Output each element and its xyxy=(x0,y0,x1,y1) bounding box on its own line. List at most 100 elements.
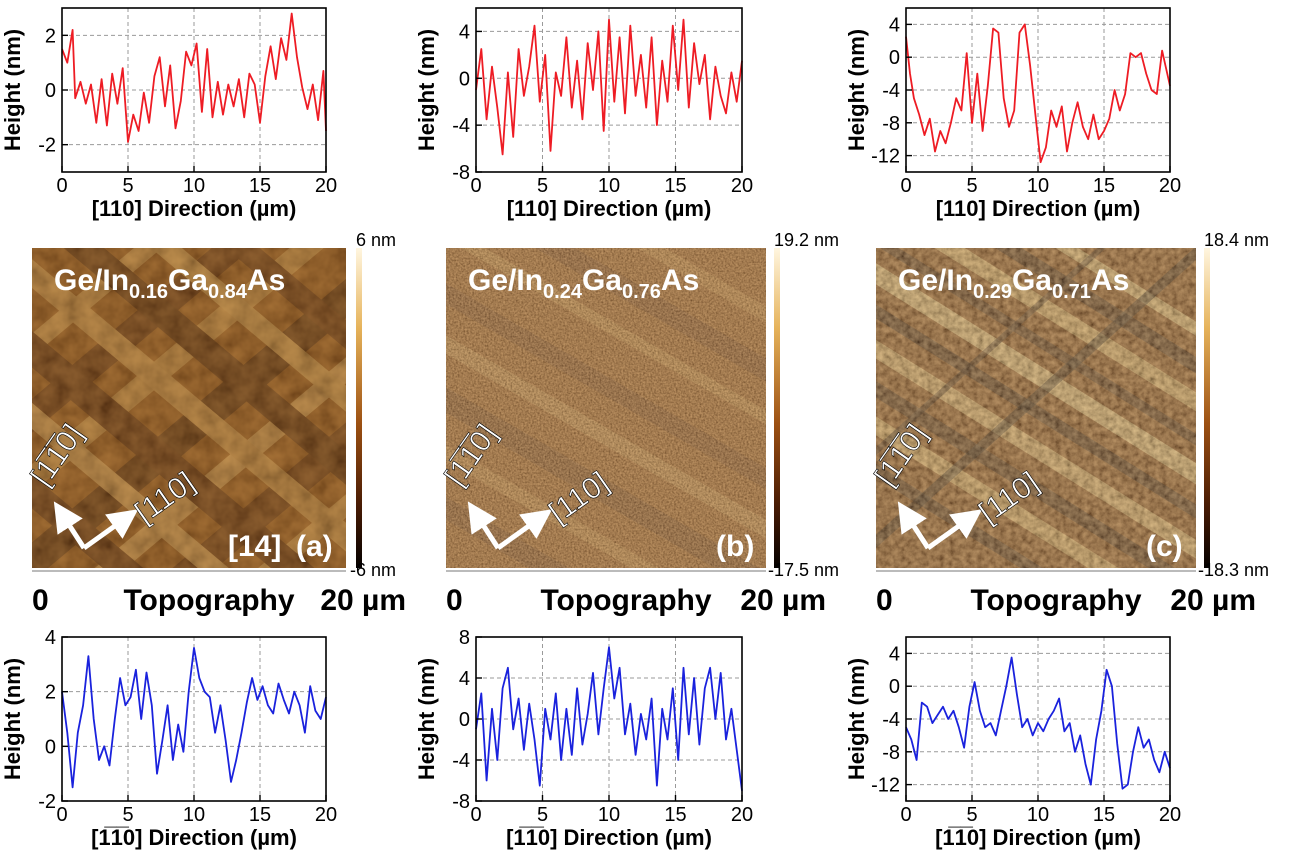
topography-caption: Topography xyxy=(540,584,711,617)
y-tick-label: -4 xyxy=(452,115,470,137)
color-bar xyxy=(774,248,780,568)
y-tick-label: 0 xyxy=(889,47,900,69)
y-tick-label: 4 xyxy=(459,668,470,690)
colorbar-max-label: 19.2 nm xyxy=(774,230,839,250)
x-tick-label: 0 xyxy=(56,175,67,197)
colorbar-min-label: -6 nm xyxy=(350,560,396,580)
height-profile-line xyxy=(905,23,1171,164)
afm-panel-a xyxy=(32,248,346,568)
composition-tail: As xyxy=(1091,264,1129,297)
topography-caption: Topography xyxy=(123,584,294,617)
x-tick-label: 5 xyxy=(966,175,977,197)
y-tick-label: -4 xyxy=(882,80,900,102)
colorbar-min-label: -17.5 nm xyxy=(768,560,839,580)
y-axis-label: Height (nm) xyxy=(414,29,439,151)
x-tick-label: 10 xyxy=(598,175,620,197)
profile-plot-b-top: 0 5 10 15 20 -8 -4 0 4 [110] Direction (µm) Height… xyxy=(414,7,753,221)
y-tick-label: 4 xyxy=(459,21,470,43)
x-tick-label: 5 xyxy=(122,804,133,826)
profile-plot-b-bottom: 0 5 10 15 20 -8 -4 0 4 8 [1̅1̅0] Direction (µm) Hei… xyxy=(414,627,753,850)
profile-plot-c-top: 0 5 10 15 20 -12 -8 -4 0 4 [110] Direction (µm) Hei… xyxy=(844,7,1181,221)
y-axis-label: Height (nm) xyxy=(0,29,25,151)
x-tick-label: 5 xyxy=(537,804,548,826)
sample-composition-label: Ge/In0.29Ga0.71As xyxy=(898,264,1129,303)
y-tick-label: 8 xyxy=(459,627,470,649)
scale-start-label: 0 xyxy=(876,584,893,617)
x-tick-label: 15 xyxy=(664,804,686,826)
y-axis-label: Height (nm) xyxy=(844,658,869,780)
y-tick-label: -2 xyxy=(38,135,56,157)
arrow-110-icon xyxy=(82,509,139,551)
arrow-1-10-icon xyxy=(897,501,931,550)
composition-sub1: 0.29 xyxy=(973,281,1012,303)
composition-sub2: 0.84 xyxy=(208,281,248,303)
scale-end-label: 20 µm xyxy=(740,584,826,617)
arrow-110-icon xyxy=(496,509,553,551)
x-tick-label: 0 xyxy=(900,804,911,826)
panel-label: (a) xyxy=(296,530,333,563)
y-tick-label: -4 xyxy=(882,709,900,731)
height-profile-line xyxy=(61,647,327,789)
x-tick-label: 10 xyxy=(1027,804,1049,826)
y-tick-label: 2 xyxy=(45,25,56,47)
y-tick-label: 0 xyxy=(45,736,56,758)
height-profile-line xyxy=(475,646,743,791)
composition-base: Ge/In xyxy=(54,264,129,297)
height-profile-line xyxy=(905,656,1171,790)
x-axis-label: [110] Direction (µm) xyxy=(507,196,712,221)
topography-caption: Topography xyxy=(970,584,1141,617)
colorbar-min-label: -18.3 nm xyxy=(1198,560,1269,580)
y-tick-label: 2 xyxy=(45,682,56,704)
sample-composition-label: Ge/In0.24Ga0.76As xyxy=(468,264,699,303)
composition-mid: Ga xyxy=(582,264,622,297)
x-axis-label: [1̅1̅0] Direction (µm) xyxy=(506,825,712,850)
y-tick-label: 4 xyxy=(45,627,56,649)
composition-tail: As xyxy=(247,264,285,297)
x-tick-label: 20 xyxy=(731,175,753,197)
reference-label: [14] xyxy=(228,530,281,563)
x-tick-label: 15 xyxy=(249,175,271,197)
y-tick-label: 0 xyxy=(459,68,470,90)
x-tick-label: 5 xyxy=(537,175,548,197)
y-tick-label: -12 xyxy=(871,775,900,797)
x-tick-label: 15 xyxy=(1093,804,1115,826)
y-tick-label: -8 xyxy=(452,162,470,184)
composition-mid: Ga xyxy=(168,264,208,297)
scale-start-label: 0 xyxy=(32,584,49,617)
afm-panel-c xyxy=(876,248,1196,568)
x-tick-label: 10 xyxy=(183,804,205,826)
x-tick-label: 20 xyxy=(1159,175,1181,197)
y-tick-label: -12 xyxy=(871,146,900,168)
composition-base: Ge/In xyxy=(898,264,973,297)
x-tick-label: 15 xyxy=(664,175,686,197)
color-bar xyxy=(356,248,362,568)
y-tick-label: 4 xyxy=(889,14,900,36)
composition-sub1: 0.16 xyxy=(129,281,168,303)
x-tick-label: 0 xyxy=(470,804,481,826)
composition-sub2: 0.71 xyxy=(1052,281,1091,303)
y-axis-label: Height (nm) xyxy=(0,658,25,780)
x-tick-label: 10 xyxy=(183,175,205,197)
x-tick-label: 15 xyxy=(1093,175,1115,197)
x-tick-label: 10 xyxy=(598,804,620,826)
y-tick-label: 0 xyxy=(889,676,900,698)
color-bar xyxy=(1204,248,1210,568)
height-profile-line xyxy=(475,18,743,156)
y-tick-label: -4 xyxy=(452,750,470,772)
scale-start-label: 0 xyxy=(446,584,463,617)
y-tick-label: 0 xyxy=(45,80,56,102)
x-axis-label: [1̅1̅0] Direction (µm) xyxy=(91,825,297,850)
composition-base: Ge/In xyxy=(468,264,543,297)
x-tick-label: 20 xyxy=(315,804,337,826)
composition-sub2: 0.76 xyxy=(622,281,661,303)
x-tick-label: 20 xyxy=(1159,804,1181,826)
y-axis-label: Height (nm) xyxy=(844,29,869,151)
y-tick-label: 0 xyxy=(459,709,470,731)
panel-label: (c) xyxy=(1146,530,1183,563)
colorbar-max-label: 18.4 nm xyxy=(1204,230,1269,250)
x-tick-label: 15 xyxy=(249,804,271,826)
x-tick-label: 20 xyxy=(731,804,753,826)
y-tick-label: -8 xyxy=(452,791,470,813)
composition-mid: Ga xyxy=(1012,264,1052,297)
x-tick-label: 5 xyxy=(966,804,977,826)
